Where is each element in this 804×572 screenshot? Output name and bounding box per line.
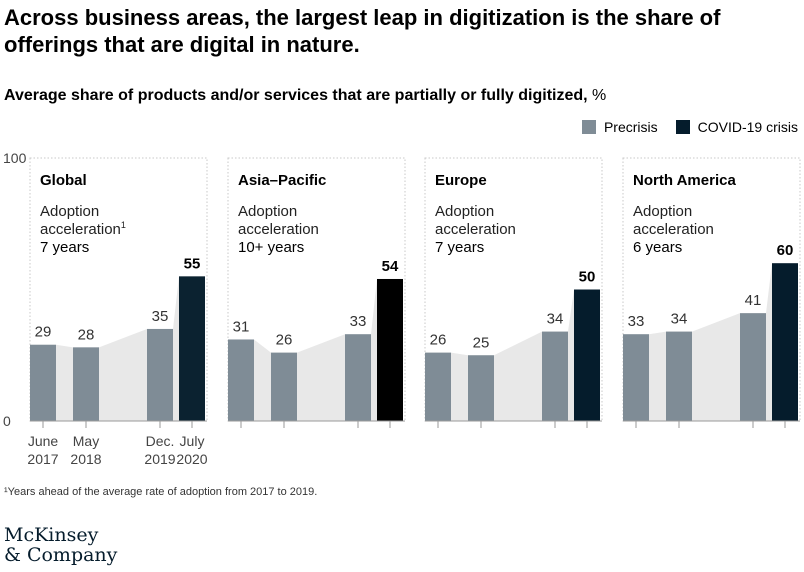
panel-2-title: Asia–Pacific xyxy=(238,172,326,189)
x-label-3-line-1: Dec. xyxy=(146,433,175,449)
panel-4-value-label-3: 41 xyxy=(745,292,762,309)
x-label-3-line-2: 2019 xyxy=(144,451,175,467)
panel-1-bar-3 xyxy=(147,328,173,421)
panel-3-value-label-4: 50 xyxy=(579,269,596,286)
subtitle-text: Average share of products and/or service… xyxy=(4,87,588,104)
panel-3-area xyxy=(425,289,600,421)
mckinsey-logo: McKinsey & Company xyxy=(4,525,117,565)
x-label-4-line-1: July xyxy=(180,433,205,449)
panel-2-value-label-3: 33 xyxy=(350,313,367,330)
panel-4-bar-3 xyxy=(740,313,766,421)
panel-2-value-label-2: 26 xyxy=(276,332,293,349)
panel-1-value-label-4: 55 xyxy=(184,255,201,272)
chart-subtitle: Average share of products and/or service… xyxy=(4,87,606,105)
panel-2-bar-1 xyxy=(228,339,254,421)
x-label-1-line-2: 2017 xyxy=(27,451,58,467)
panel-4-value-label-4: 60 xyxy=(777,242,794,259)
panel-4-bar-4 xyxy=(772,263,798,421)
logo-line-2: & Company xyxy=(4,544,118,566)
panel-2-value-label-1: 31 xyxy=(233,318,250,335)
legend-swatch-precrisis xyxy=(581,120,596,134)
panel-1-accel-label-2: acceleration1 xyxy=(40,220,126,238)
panel-3-accel-label-1: Adoption xyxy=(435,203,494,220)
panel-3-bar-1 xyxy=(425,352,451,421)
panel-1-value-label-3: 35 xyxy=(152,308,169,325)
footnote: ¹Years ahead of the average rate of adop… xyxy=(4,486,318,498)
panel-1-footnote-mark: 1 xyxy=(121,220,126,230)
panel-3-bar-3 xyxy=(542,331,568,421)
panel-3-title: Europe xyxy=(435,172,487,189)
panel-4-value-label-2: 34 xyxy=(671,311,688,328)
chart-legend: Precrisis COVID-19 crisis xyxy=(581,119,798,135)
x-label-1-line-1: June xyxy=(28,433,59,449)
logo-line-1: McKinsey xyxy=(4,524,99,546)
panel-3-accel-value: 7 years xyxy=(435,239,484,256)
panel-2-accel-label-2: acceleration xyxy=(238,221,319,238)
x-label-2-line-2: 2018 xyxy=(70,451,101,467)
panel-4-area xyxy=(623,263,798,421)
panel-3-value-label-3: 34 xyxy=(547,311,564,328)
panel-4-title: North America xyxy=(633,172,736,189)
panel-4-value-label-1: 33 xyxy=(628,313,645,330)
panel-1-title: Global xyxy=(40,172,87,189)
panel-1-bar-1 xyxy=(30,344,56,421)
panel-2-value-label-4: 54 xyxy=(382,258,399,275)
panel-2-bar-3 xyxy=(345,334,371,421)
legend-swatch-covid xyxy=(675,120,690,134)
y-tick-100: 100 xyxy=(3,150,27,166)
panel-2-accel-label-1: Adoption xyxy=(238,203,297,220)
legend-item-precrisis: Precrisis xyxy=(581,119,658,135)
panel-1-area xyxy=(30,276,205,421)
legend-item-covid: COVID-19 crisis xyxy=(675,119,798,135)
panel-1-accel-value: 7 years xyxy=(40,239,89,256)
panel-2-accel-value: 10+ years xyxy=(238,239,304,256)
panel-3-accel-label-2: acceleration xyxy=(435,221,516,238)
panel-1-value-label-2: 28 xyxy=(78,326,95,343)
panel-2-bar-4 xyxy=(377,278,403,421)
x-label-2-line-1: May xyxy=(73,433,99,449)
panel-4-accel-label-1: Adoption xyxy=(633,203,692,220)
panel-3-value-label-1: 26 xyxy=(430,332,447,349)
panel-1-bar-2 xyxy=(73,347,99,421)
panel-3-bar-2 xyxy=(468,355,494,421)
panel-4-bar-2 xyxy=(666,331,692,421)
panel-4-bar-1 xyxy=(623,334,649,421)
panel-3-bar-4 xyxy=(574,289,600,421)
legend-label-precrisis: Precrisis xyxy=(603,119,658,135)
panel-1-bar-4 xyxy=(179,276,205,421)
x-label-4-line-2: 2020 xyxy=(176,451,207,467)
chart-headline: Across business areas, the largest leap … xyxy=(4,5,721,57)
panel-4-accel-label-2: acceleration xyxy=(633,221,714,238)
panel-1-value-label-1: 29 xyxy=(35,324,52,341)
subtitle-unit: % xyxy=(592,87,607,104)
panel-3-value-label-2: 25 xyxy=(473,334,490,351)
y-tick-0: 0 xyxy=(3,413,11,429)
panel-2-area xyxy=(228,278,403,421)
panel-4-accel-value: 6 years xyxy=(633,239,682,256)
panel-1-accel-label-1: Adoption xyxy=(40,203,99,220)
legend-label-covid: COVID-19 crisis xyxy=(697,119,798,135)
panel-2-bar-2 xyxy=(271,352,297,421)
